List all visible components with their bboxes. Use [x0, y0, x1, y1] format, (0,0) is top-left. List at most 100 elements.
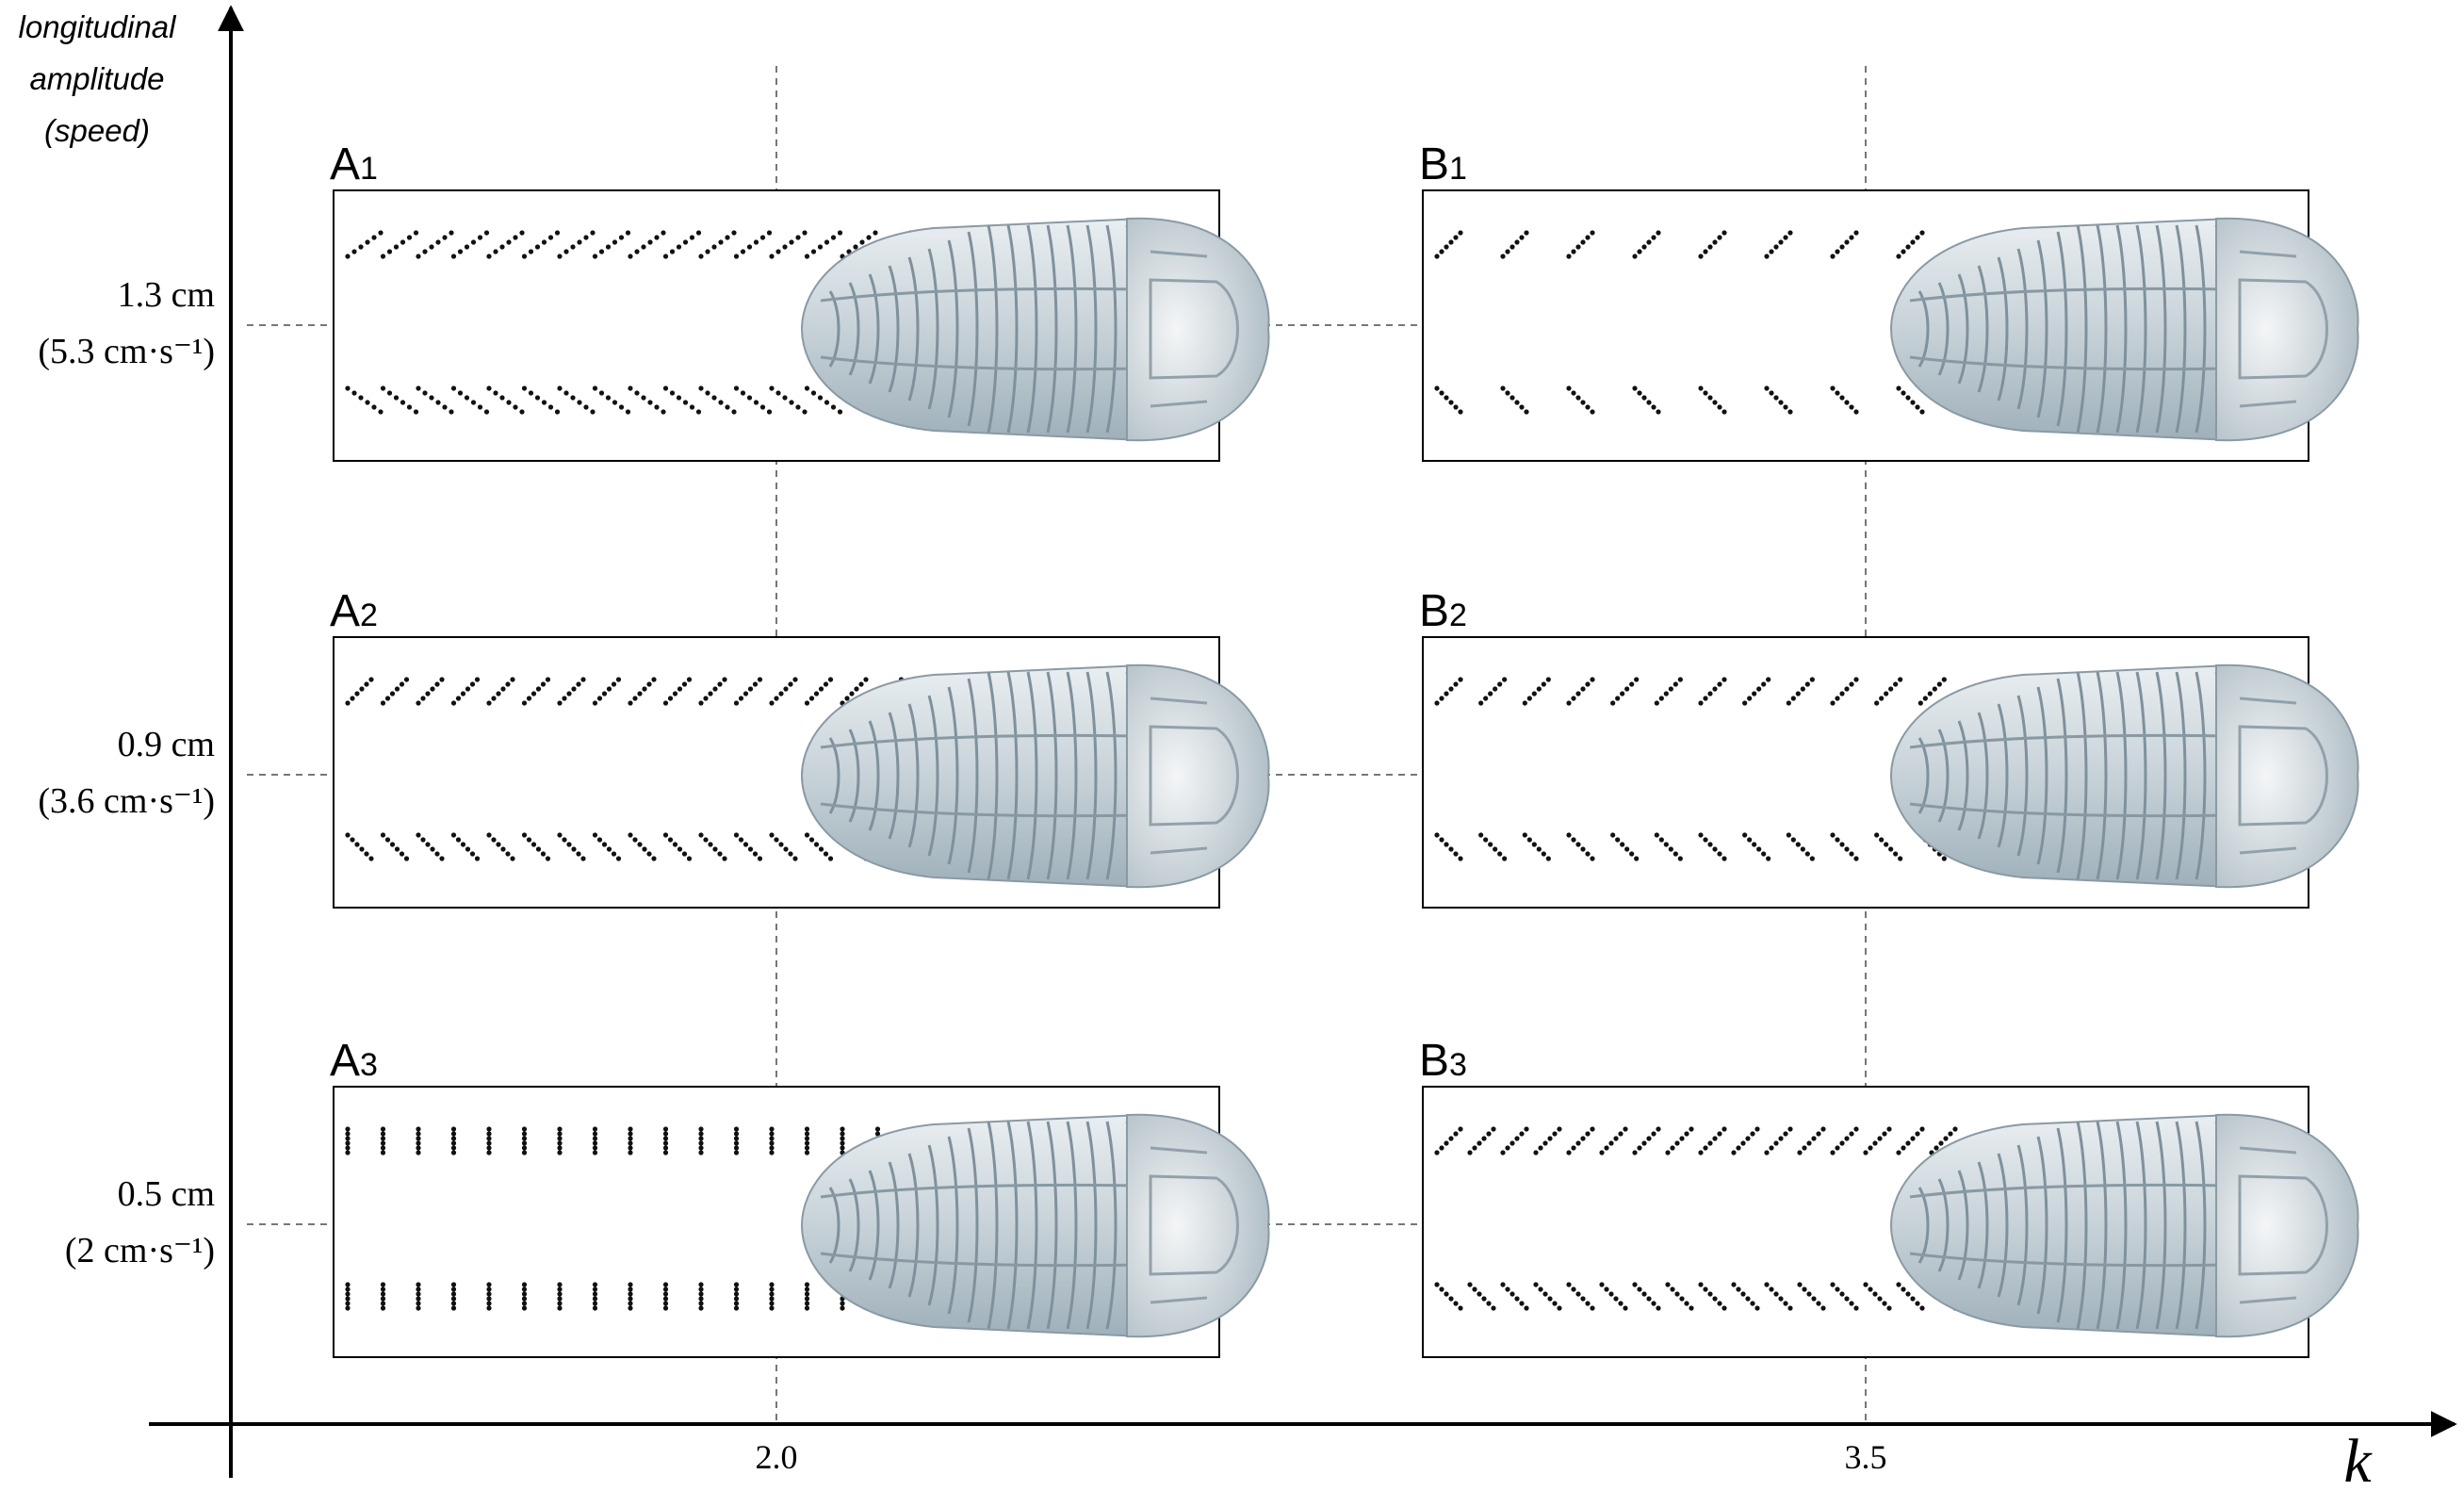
footprint [359, 846, 365, 852]
footprint [521, 1296, 528, 1302]
footprint [521, 1150, 528, 1155]
y-axis-title: longitudinal [19, 9, 178, 44]
footprint [1439, 390, 1444, 396]
footprint [731, 409, 737, 415]
footprint [547, 235, 554, 240]
footprint [566, 691, 572, 696]
footprint [557, 1291, 563, 1297]
footprint [1505, 1145, 1510, 1151]
footprint [449, 409, 454, 415]
footprint [435, 400, 441, 405]
footprint [1901, 1145, 1906, 1151]
trilobite-head-line [1150, 1146, 1208, 1304]
footprint [1575, 244, 1581, 250]
trilobite-segment [1085, 1121, 1098, 1330]
footprint [1613, 1136, 1619, 1141]
footprint [1618, 1301, 1624, 1306]
footprint [530, 842, 537, 847]
footprint [450, 1145, 457, 1151]
footprint [534, 395, 541, 401]
footprint [733, 1150, 740, 1155]
footprint [592, 1286, 598, 1292]
footprint [1802, 1286, 1807, 1292]
panel-label: B2 [1419, 586, 1467, 636]
footprint [1656, 409, 1661, 415]
footprint [1522, 700, 1527, 706]
footprint [530, 691, 537, 696]
footprint [450, 832, 457, 838]
trilobite-segment [2056, 678, 2068, 874]
footprint [830, 404, 837, 410]
footprint [628, 254, 633, 259]
footprint [394, 686, 400, 692]
footprint [469, 681, 476, 687]
footprint [698, 1305, 704, 1311]
footprint [486, 1301, 492, 1306]
footprint [1575, 691, 1581, 696]
footprint [647, 239, 653, 245]
footprint [580, 856, 586, 861]
trilobite-segment [2135, 671, 2147, 880]
trilobite-segment [2115, 671, 2128, 880]
footprint [450, 385, 457, 391]
footprint [521, 700, 528, 706]
footprint [698, 1150, 704, 1155]
footprint [386, 390, 393, 396]
footprint [1486, 1301, 1492, 1306]
footprint [406, 404, 413, 410]
footprint [1453, 681, 1459, 687]
footprint [1941, 856, 1947, 861]
footprint [718, 400, 724, 405]
footprint [562, 696, 567, 701]
footprint [590, 409, 596, 415]
trilobite-segment [987, 1121, 999, 1330]
footprint [416, 1145, 421, 1151]
footprint [611, 851, 617, 857]
trilobite-segment [1957, 273, 1969, 385]
footprint [804, 1286, 810, 1292]
footprint [642, 686, 647, 692]
trilobite-segment [2076, 671, 2088, 880]
speed-label: (2 cm·s⁻¹) [65, 1231, 215, 1270]
footprint [662, 385, 669, 391]
trilobite-segment [1917, 290, 1930, 368]
footprint [1493, 846, 1498, 852]
footprint [1448, 239, 1454, 245]
footprint [615, 677, 622, 682]
footprint [1679, 1136, 1685, 1141]
footprint [1835, 1286, 1840, 1292]
footprint [1919, 409, 1925, 415]
footprint [384, 837, 391, 843]
footprint [1637, 390, 1642, 396]
panel-letter: B [1419, 586, 1449, 636]
trilobite-head-line [1150, 696, 1208, 855]
footprint [380, 1136, 386, 1141]
footprint [1742, 832, 1748, 838]
footprint [371, 235, 377, 240]
footprint [1773, 244, 1779, 250]
footprint [557, 1136, 563, 1141]
footprint [1853, 1305, 1859, 1311]
footprint [733, 1136, 740, 1141]
trilobite-segment [2135, 224, 2147, 434]
footprint [557, 254, 563, 259]
footprint [1905, 244, 1911, 250]
footprint [863, 677, 869, 682]
trilobite-segment [868, 1170, 880, 1281]
footprint [774, 837, 779, 843]
footprint [782, 395, 788, 401]
footprint [354, 691, 360, 696]
footprint [717, 851, 723, 857]
footprint [380, 1145, 386, 1151]
footprint [534, 244, 541, 250]
trilobite-segment [2096, 671, 2108, 880]
footprint [450, 700, 457, 706]
footprint [1898, 677, 1903, 682]
footprint [1624, 686, 1630, 692]
footprint [1766, 856, 1771, 861]
footprint [1731, 1282, 1737, 1287]
panel-index: 2 [360, 598, 378, 633]
footprint [541, 400, 547, 405]
footprint [1773, 395, 1779, 401]
footprint [733, 1296, 740, 1302]
